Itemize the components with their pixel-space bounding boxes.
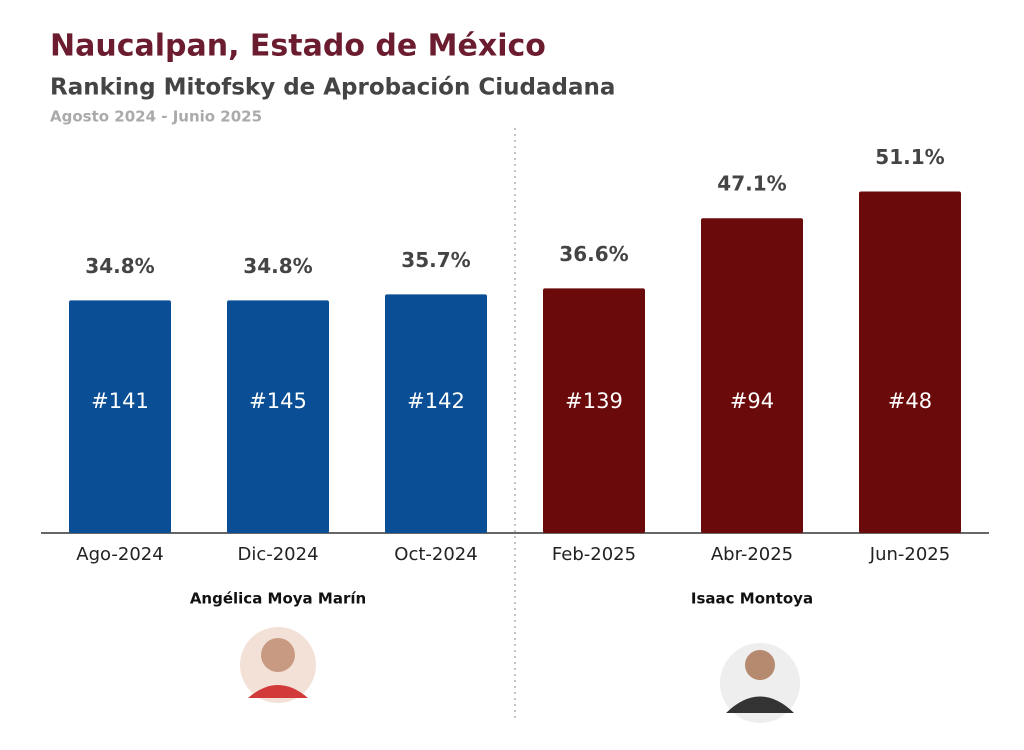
bar	[385, 294, 487, 533]
chart-title: Naucalpan, Estado de México	[50, 29, 546, 64]
value-label: 34.8%	[85, 254, 154, 278]
bar	[543, 288, 645, 533]
bar	[701, 218, 803, 533]
x-tick-label: Feb-2025	[552, 544, 636, 565]
x-tick-label: Abr-2025	[711, 544, 793, 565]
period: Agosto 2024 - Junio 2025	[50, 108, 262, 126]
x-tick-label: Ago-2024	[76, 544, 163, 565]
value-label: 36.6%	[559, 242, 628, 266]
value-label: 51.1%	[875, 145, 944, 169]
rank-label: #141	[91, 389, 149, 413]
chart-subtitle: Ranking Mitofsky de Aprobación Ciudadana	[50, 75, 615, 101]
x-tick-label: Jun-2025	[869, 544, 950, 565]
rank-label: #142	[407, 389, 465, 413]
bar	[227, 300, 329, 533]
photo	[240, 627, 316, 703]
value-label: 35.7%	[401, 248, 470, 272]
rank-label: #48	[888, 389, 932, 413]
value-label: 34.8%	[243, 254, 312, 278]
value-label: 47.1%	[717, 172, 786, 196]
bar	[69, 300, 171, 533]
photo	[720, 643, 800, 723]
rank-label: #94	[730, 389, 774, 413]
x-tick-label: Oct-2024	[394, 544, 477, 565]
x-tick-label: Dic-2024	[237, 544, 318, 565]
group-label: Isaac Montoya	[691, 590, 813, 608]
bar	[859, 191, 961, 533]
group-label: Angélica Moya Marín	[190, 590, 366, 608]
rank-label: #145	[249, 389, 307, 413]
rank-label: #139	[565, 389, 623, 413]
